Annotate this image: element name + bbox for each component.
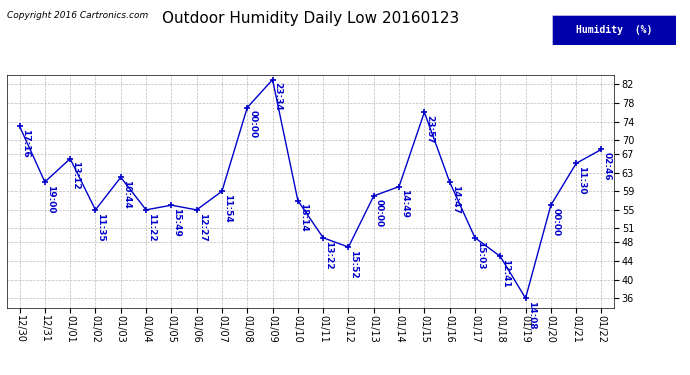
Text: 00:00: 00:00 — [375, 199, 384, 227]
Text: 14:08: 14:08 — [526, 301, 535, 330]
Text: 14:49: 14:49 — [400, 189, 409, 218]
Text: Copyright 2016 Cartronics.com: Copyright 2016 Cartronics.com — [7, 11, 148, 20]
Text: 14:47: 14:47 — [451, 185, 460, 214]
Text: 11:22: 11:22 — [147, 213, 156, 241]
Text: 12:41: 12:41 — [502, 259, 511, 288]
Text: 13:22: 13:22 — [324, 240, 333, 269]
Text: 15:52: 15:52 — [350, 250, 359, 279]
Text: Outdoor Humidity Daily Low 20160123: Outdoor Humidity Daily Low 20160123 — [162, 11, 459, 26]
Text: 11:30: 11:30 — [578, 166, 586, 195]
Text: 23:34: 23:34 — [274, 82, 283, 111]
Text: 15:49: 15:49 — [172, 208, 181, 237]
Text: 11:35: 11:35 — [97, 213, 106, 241]
Text: 02:46: 02:46 — [602, 152, 611, 181]
Text: 11:54: 11:54 — [223, 194, 232, 223]
Text: 00:00: 00:00 — [248, 110, 257, 138]
Text: 00:00: 00:00 — [552, 208, 561, 236]
Text: 13:12: 13:12 — [71, 162, 80, 190]
Text: 19:00: 19:00 — [46, 185, 55, 213]
Text: 10:44: 10:44 — [122, 180, 131, 209]
Text: 18:14: 18:14 — [299, 203, 308, 232]
Text: 12:27: 12:27 — [198, 213, 207, 242]
Text: 15:03: 15:03 — [476, 240, 485, 269]
Text: 23:57: 23:57 — [426, 115, 435, 144]
Text: Humidity  (%): Humidity (%) — [576, 25, 652, 35]
Text: 17:16: 17:16 — [21, 129, 30, 158]
